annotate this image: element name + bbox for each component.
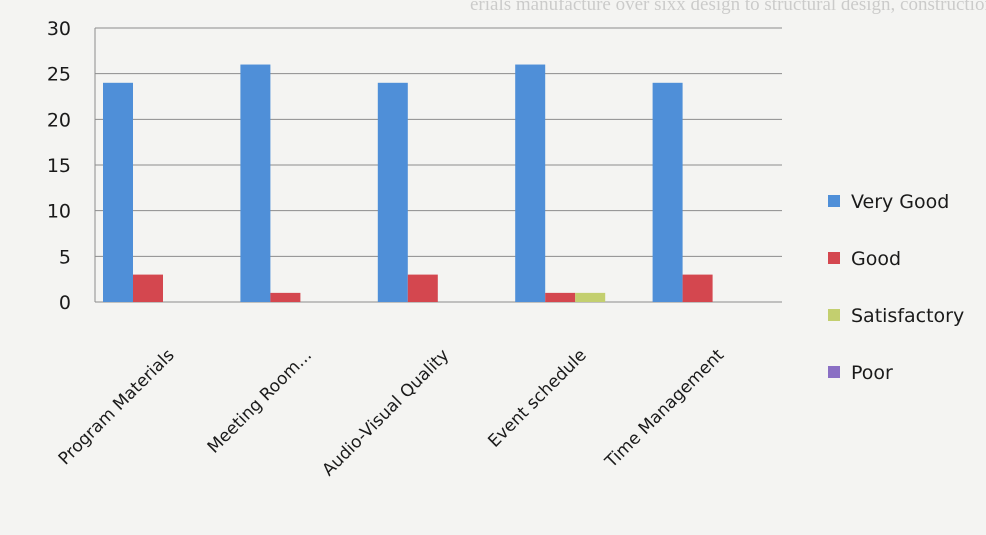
bar-good	[407, 274, 438, 302]
x-tick-label: Program Materials	[55, 345, 179, 469]
y-tick-label: 0	[59, 292, 71, 314]
bar-very-good	[515, 64, 546, 303]
bar-very-good	[103, 82, 133, 302]
bar-good	[133, 274, 163, 302]
x-tick-label: Event schedule	[484, 345, 590, 451]
bar-very-good	[240, 64, 271, 303]
legend-swatch	[828, 252, 840, 264]
y-tick-label: 5	[59, 246, 71, 268]
bar-good	[545, 292, 576, 302]
legend-label: Very Good	[851, 191, 949, 213]
legend-label: Poor	[851, 362, 893, 384]
bar-very-good	[652, 82, 683, 302]
legend-label: Satisfactory	[851, 305, 964, 327]
bar-good	[682, 274, 713, 302]
bar-good	[270, 292, 301, 302]
y-tick-label: 15	[47, 155, 71, 177]
bar-satisfactory	[575, 292, 606, 302]
y-tick-label: 30	[47, 18, 71, 40]
legend-swatch	[828, 309, 840, 321]
y-tick-label: 25	[47, 64, 71, 86]
x-tick-label: Audio-Visual Quality	[318, 345, 453, 480]
legend-swatch	[828, 366, 840, 378]
bar-very-good	[377, 82, 408, 302]
y-tick-label: 10	[47, 201, 71, 223]
x-tick-label: Time Management	[601, 345, 729, 473]
legend-label: Good	[851, 248, 901, 270]
legend-swatch	[828, 195, 840, 207]
y-tick-label: 20	[47, 109, 71, 131]
x-tick-label: Meeting Room...	[204, 345, 316, 457]
